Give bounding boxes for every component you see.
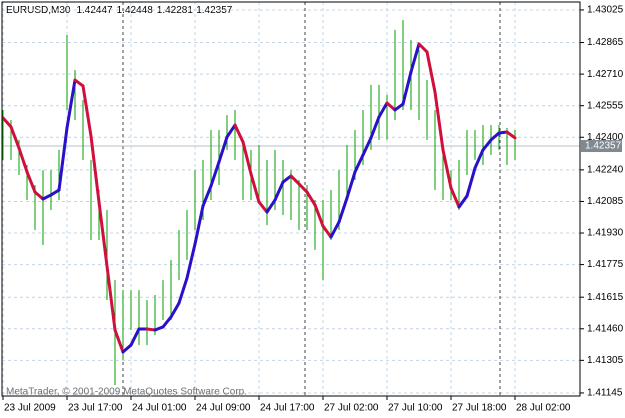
ma-segment	[353, 153, 365, 174]
ma-segment	[129, 327, 141, 347]
y-tick-label: 1.41615	[587, 292, 624, 303]
ma-segment	[505, 130, 517, 140]
ma-segment	[257, 200, 269, 214]
ma-segment	[329, 220, 341, 239]
current-price-box	[581, 140, 622, 153]
ma-segment	[425, 50, 437, 94]
ma-segment	[161, 315, 173, 329]
x-tick-label: 27 Jul 02:00	[324, 403, 379, 414]
plot-frame	[1, 1, 581, 397]
ma-segment	[169, 301, 181, 319]
y-tick-label: 1.42085	[587, 196, 624, 207]
ma-segment	[297, 182, 309, 194]
ma-segment	[97, 200, 109, 268]
ma-segment	[105, 264, 117, 332]
ma-segment	[449, 186, 461, 209]
y-tick-label: 1.42555	[587, 100, 624, 111]
ma-segment	[361, 136, 373, 157]
ma-segment	[193, 204, 205, 246]
ma-segment	[9, 125, 21, 150]
ma-segment	[57, 126, 69, 192]
ma-segment	[33, 190, 45, 201]
ma-segment	[441, 148, 453, 190]
y-tick-label: 1.41305	[587, 355, 624, 366]
ma-segment	[185, 242, 197, 280]
ma-segment	[313, 203, 325, 228]
ma-segment	[273, 180, 285, 202]
y-tick-label: 1.41775	[587, 259, 624, 270]
ma-segment	[369, 115, 381, 140]
footer: MetaTrader, © 2001-2009 MetaQuotes Softw…	[6, 387, 247, 398]
ma-segment	[241, 140, 253, 176]
ma-segment	[1, 116, 13, 129]
ma-segment	[321, 224, 333, 239]
ma-segment	[393, 102, 405, 112]
ma-segment	[233, 123, 245, 144]
ma-segment	[409, 42, 421, 74]
y-tick-label: 1.42865	[587, 37, 624, 48]
x-tick-label: 23 Jul 2009	[4, 403, 56, 414]
ma-segment	[73, 78, 85, 88]
ohlc-low: 1.42281	[157, 5, 194, 16]
ma-segment	[401, 70, 413, 106]
ma-segment	[289, 174, 301, 186]
ma-segment	[465, 166, 477, 198]
ma-segment	[49, 188, 61, 197]
x-tick-label: 24 Jul 17:00	[260, 403, 315, 414]
ma-segment	[201, 184, 213, 208]
ma-segment	[17, 146, 29, 174]
ma-segment	[25, 170, 37, 194]
ma-segment	[81, 84, 93, 138]
x-tick-label: 24 Jul 09:00	[196, 403, 251, 414]
y-tick-label: 1.41145	[587, 388, 623, 399]
ma-segment	[385, 101, 397, 112]
current-price-label: 1.42357	[585, 141, 622, 152]
ma-segment	[209, 160, 221, 188]
ma-segment	[457, 194, 469, 209]
x-tick-label: 27 Jul 18:00	[452, 403, 507, 414]
ma-segment	[177, 276, 189, 305]
ma-segment	[305, 190, 317, 207]
x-tick-label: 23 Jul 17:00	[68, 403, 123, 414]
y-tick-label: 1.41930	[587, 228, 624, 239]
ma-segment	[417, 42, 429, 54]
ma-segment	[337, 196, 349, 224]
x-tick-label: 27 Jul 10:00	[388, 403, 443, 414]
y-tick-label: 1.41460	[587, 323, 624, 334]
ma-segment	[433, 90, 445, 152]
ma-segment	[473, 148, 485, 170]
y-tick-label: 1.42710	[587, 69, 624, 80]
ma-segment	[217, 135, 229, 164]
ma-segment	[89, 134, 101, 204]
ma-segment	[377, 101, 389, 119]
ma-segment	[113, 328, 125, 354]
ma-segment	[489, 131, 501, 142]
x-tick-label: 28 Jul 02:00	[516, 403, 571, 414]
y-tick-label: 1.42400	[587, 132, 624, 143]
ma-segment	[121, 343, 133, 354]
ma-segment	[65, 78, 77, 130]
ma-segment	[249, 172, 261, 204]
y-tick-label: 1.42240	[587, 165, 624, 176]
ma-segment	[225, 123, 237, 139]
ma-segment	[281, 174, 293, 184]
ma-segment	[345, 170, 357, 200]
y-tick-label: 1.43025	[587, 5, 624, 16]
ma-segment	[265, 198, 277, 214]
ma-segment	[481, 138, 493, 152]
x-tick-label: 24 Jul 01:00	[132, 403, 187, 414]
